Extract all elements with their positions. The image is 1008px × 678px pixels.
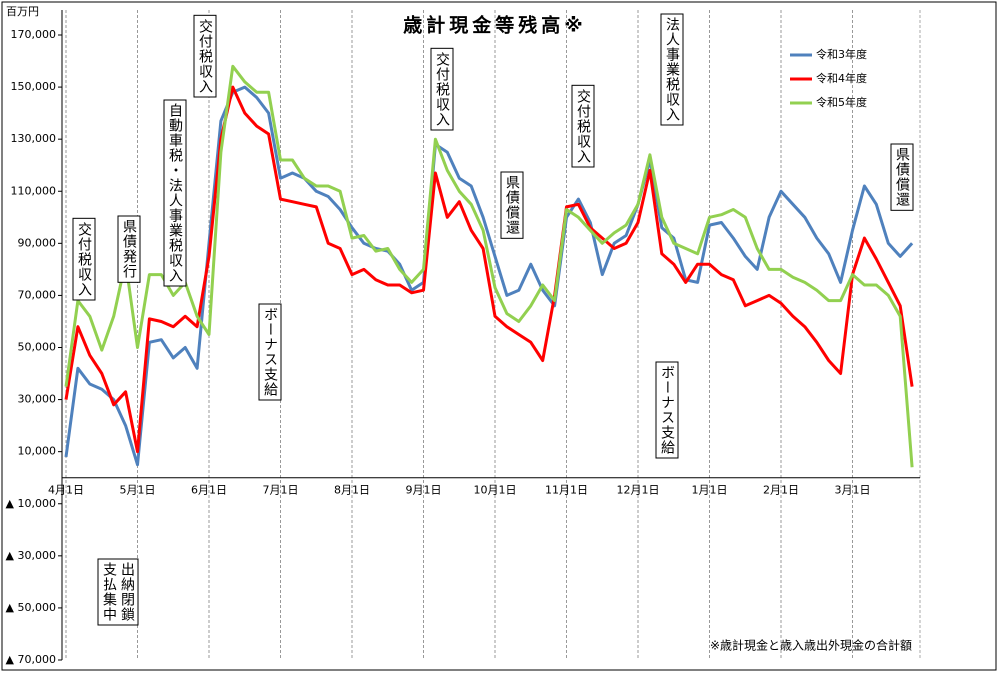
x-tick-label: 1月1日: [692, 484, 728, 497]
annotation-text: 交付税収入: [434, 51, 450, 127]
annotation-text: 法人事業税収入: [664, 17, 680, 122]
annotation: ボーナス支給: [258, 303, 282, 401]
annotation: 交付税収入: [193, 14, 217, 98]
x-tick-label: 5月1日: [120, 484, 156, 497]
x-tick-label: 2月1日: [763, 484, 799, 497]
annotation-text: 交付税収入: [76, 221, 92, 297]
annotation-text: 支払集中: [101, 562, 117, 622]
x-tick-label: 11月1日: [545, 484, 588, 497]
annotation-box: [430, 47, 454, 131]
x-tick-label: 3月1日: [835, 484, 871, 497]
x-tick-label: 6月1日: [191, 484, 227, 497]
annotation: 県債償還: [500, 171, 524, 239]
legend-label: 令和3年度: [816, 47, 867, 61]
annotation-text: 交付税収入: [575, 88, 591, 164]
legend-label: 令和5年度: [816, 95, 867, 109]
y-tick-label: ▲ 10,000: [6, 497, 56, 510]
series-line: [64, 85, 914, 454]
y-tick-label: 110,000: [11, 184, 57, 197]
annotation-text: 県債償還: [894, 147, 910, 207]
annotation-box: [72, 217, 96, 301]
y-tick-label: 170,000: [11, 28, 57, 41]
annotation: 県債発行: [117, 215, 141, 283]
y-unit: 百万円: [6, 5, 39, 18]
annotation-text: ボーナス支給: [659, 365, 675, 455]
x-tick-label: 9月1日: [406, 484, 442, 497]
annotation-box: [193, 14, 217, 98]
annotation: 交付税収入: [571, 84, 595, 168]
x-tick-label: 8月1日: [334, 484, 370, 497]
annotation-box: [117, 215, 141, 283]
legend-label: 令和4年度: [816, 71, 867, 85]
annotation-text: 自動車税・法人事業税収入: [167, 103, 183, 283]
annotation: 交付税収入: [72, 217, 96, 301]
x-tick-label: 7月1日: [263, 484, 299, 497]
x-tick-label: 12月1日: [617, 484, 660, 497]
y-tick-label: 70,000: [18, 288, 57, 301]
annotation-box: [258, 303, 282, 401]
annotation-text: 県債発行: [121, 219, 137, 279]
y-tick-label: ▲ 50,000: [6, 601, 56, 614]
annotation-box: [655, 361, 679, 459]
annotation-box: [163, 99, 187, 287]
y-tick-label: ▲ 70,000: [6, 653, 56, 666]
x-tick-label: 4月1日: [48, 484, 84, 497]
annotation-text: 県債償還: [504, 175, 520, 235]
annotation-box: [500, 171, 524, 239]
chart-title: 歳計現金等残高※: [403, 14, 586, 37]
y-tick-label: 30,000: [18, 393, 57, 406]
y-tick-label: 90,000: [18, 236, 57, 249]
annotation: 県債償還: [890, 143, 914, 211]
series-line: [64, 64, 914, 468]
y-tick-label: ▲ 30,000: [6, 549, 56, 562]
annotation-box: [571, 84, 595, 168]
annotation-box: [660, 13, 684, 126]
annotation-text: 出納閉鎖: [119, 562, 135, 622]
annotation-text: ボーナス支給: [262, 307, 278, 397]
annotation: 法人事業税収入: [660, 13, 684, 126]
y-tick-label: 50,000: [18, 341, 57, 354]
annotation-text: 交付税収入: [197, 18, 213, 94]
y-tick-label: 10,000: [18, 445, 57, 458]
y-tick-label: 130,000: [11, 132, 57, 145]
x-tick-label: 10月1日: [474, 484, 517, 497]
annotation: ボーナス支給: [655, 361, 679, 459]
annotation: 自動車税・法人事業税収入: [163, 99, 187, 287]
annotation-box: [97, 558, 139, 626]
annotation-box: [890, 143, 914, 211]
annotation: 交付税収入: [430, 47, 454, 131]
footnote: ※歳計現金と歳入歳出外現金の合計額: [710, 638, 912, 653]
y-tick-label: 150,000: [11, 80, 57, 93]
